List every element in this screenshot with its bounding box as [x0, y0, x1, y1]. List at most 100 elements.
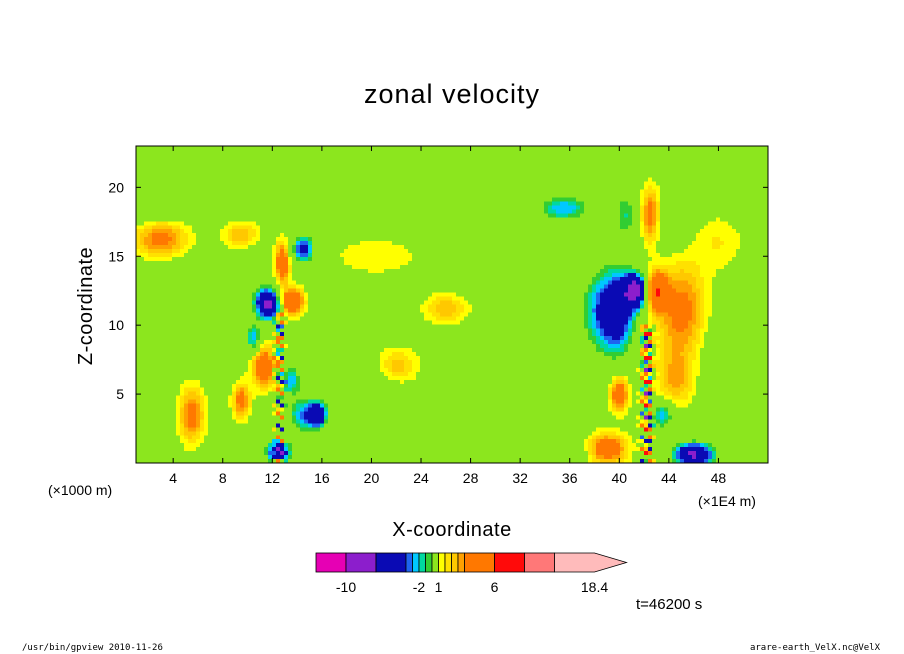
contour-field: [136, 146, 768, 463]
contour-cell: [660, 292, 689, 298]
contour-cell: [668, 272, 693, 278]
contour-cell: [460, 300, 469, 306]
contour-cell: [700, 328, 709, 333]
colorbar-label: 1: [435, 579, 443, 595]
contour-cell: [420, 304, 429, 310]
contour-cell: [700, 308, 705, 314]
contour-cell: [644, 383, 649, 389]
contour-cell: [648, 403, 653, 409]
contour-cell: [668, 367, 685, 373]
contour-cell: [704, 443, 709, 448]
contour-cell: [420, 359, 641, 365]
contour-cell: [176, 415, 181, 421]
contour-cell: [700, 288, 705, 294]
contour-cell: [712, 451, 717, 456]
contour-cell: [380, 352, 393, 357]
contour-cell: [272, 387, 277, 393]
contour-cell: [632, 395, 641, 401]
contour-cell: [700, 324, 705, 329]
contour-cell: [600, 336, 605, 341]
contour-cell: [656, 340, 661, 345]
contour-cell: [136, 233, 141, 238]
contour-cell: [144, 237, 153, 242]
contour-cell: [720, 237, 741, 242]
contour-cell: [208, 427, 273, 432]
contour-cell: [276, 387, 281, 393]
contour-cell: [284, 403, 289, 409]
contour-cell: [272, 312, 277, 317]
contour-cell: [180, 439, 189, 444]
contour-cell: [176, 395, 181, 401]
contour-cell: [692, 348, 697, 353]
contour-cell: [284, 443, 289, 448]
contour-cell: [652, 447, 673, 452]
contour-cell: [404, 352, 417, 357]
contour-cell: [304, 308, 309, 314]
contour-cell: [712, 280, 768, 286]
contour-cell: [172, 245, 181, 250]
contour-cell: [260, 304, 265, 310]
contour-cell: [688, 451, 697, 456]
contour-cell: [384, 268, 601, 274]
contour-cell: [600, 328, 605, 333]
contour-cell: [268, 379, 277, 385]
contour-cell: [644, 332, 653, 337]
contour-cell: [684, 344, 693, 349]
contour-cell: [312, 403, 321, 409]
contour-cell: [620, 217, 633, 222]
contour-cell: [288, 443, 293, 448]
contour-cell: [272, 439, 281, 444]
contour-cell: [136, 256, 145, 262]
contour-cell: [652, 280, 669, 286]
contour-cell: [708, 447, 713, 452]
contour-cell: [648, 363, 653, 369]
contour-cell: [272, 300, 277, 306]
contour-cell: [672, 320, 689, 325]
contour-cell: [136, 375, 241, 381]
contour-cell: [584, 447, 589, 452]
contour-cell: [288, 237, 297, 242]
contour-cell: [136, 161, 768, 167]
contour-cell: [424, 316, 437, 321]
contour-cell: [640, 213, 645, 218]
contour-cell: [692, 387, 697, 393]
contour-cell: [244, 391, 249, 397]
contour-cell: [660, 383, 665, 389]
contour-cell: [412, 256, 653, 262]
contour-cell: [700, 296, 705, 302]
contour-cell: [632, 439, 637, 444]
contour-cell: [284, 415, 293, 421]
contour-cell: [324, 407, 329, 413]
colorbar-swatch: [412, 552, 420, 573]
contour-cell: [632, 316, 637, 321]
contour-cell: [604, 264, 633, 270]
contour-cell: [136, 340, 249, 345]
contour-cell: [232, 225, 253, 230]
contour-cell: [692, 288, 701, 294]
contour-cell: [188, 407, 197, 413]
contour-cell: [288, 320, 433, 325]
contour-cell: [716, 459, 768, 463]
contour-cell: [296, 288, 301, 294]
contour-cell: [284, 367, 289, 373]
contour-cell: [656, 233, 661, 238]
contour-cell: [644, 359, 649, 365]
y-tick-label: 5: [116, 386, 124, 402]
contour-cell: [136, 320, 273, 325]
contour-cell: [252, 356, 257, 361]
contour-cell: [272, 459, 277, 463]
contour-cell: [652, 185, 661, 191]
contour-cell: [704, 332, 768, 337]
contour-cell: [640, 459, 645, 463]
contour-cell: [628, 284, 641, 290]
contour-cell: [696, 312, 701, 317]
contour-cell: [652, 256, 733, 262]
contour-cell: [604, 348, 625, 353]
contour-cell: [252, 411, 273, 417]
x-tick-label: 4: [169, 470, 177, 486]
contour-cell: [632, 280, 637, 286]
contour-cell: [652, 383, 661, 389]
contour-cell: [264, 352, 269, 357]
contour-cell: [612, 379, 617, 385]
contour-cell: [184, 245, 193, 250]
